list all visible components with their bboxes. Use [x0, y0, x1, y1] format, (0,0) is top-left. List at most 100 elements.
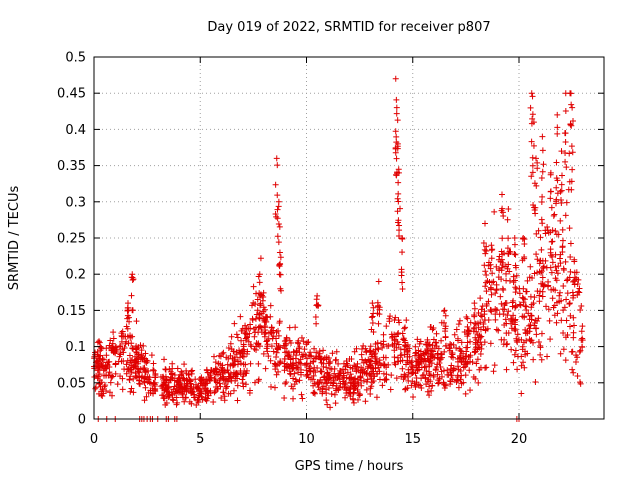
data-point [450, 366, 457, 373]
data-point [569, 104, 576, 111]
data-point [367, 364, 374, 371]
data-point [149, 389, 156, 396]
data-point [375, 320, 382, 327]
data-point [274, 162, 281, 169]
data-point [360, 377, 367, 384]
data-point [500, 341, 507, 348]
data-point [119, 333, 126, 340]
data-point [315, 302, 322, 309]
data-point [574, 280, 581, 287]
data-point [363, 386, 370, 393]
data-point [395, 190, 402, 197]
data-point [469, 359, 476, 366]
data-point [123, 370, 130, 377]
data-point [240, 383, 247, 390]
data-point [562, 212, 569, 219]
data-point [220, 349, 227, 356]
data-point [475, 379, 482, 386]
data-point [505, 261, 512, 268]
data-point [514, 366, 521, 373]
data-point [528, 173, 535, 180]
data-point [404, 341, 411, 348]
data-point [409, 357, 416, 364]
data-point [141, 379, 148, 386]
data-point [537, 257, 544, 264]
data-point [462, 358, 469, 365]
data-point [268, 383, 275, 390]
data-point [94, 351, 101, 358]
data-point [316, 386, 323, 393]
data-point [512, 251, 519, 258]
data-point [533, 182, 540, 189]
data-point [387, 386, 394, 393]
data-point [138, 347, 145, 354]
data-point [215, 360, 222, 367]
data-point [454, 372, 461, 379]
data-point [548, 238, 555, 245]
data-point [328, 390, 335, 397]
data-point [558, 172, 565, 179]
data-point [351, 362, 358, 369]
y-tick-label: 0.5 [65, 51, 86, 66]
data-point [360, 359, 367, 366]
data-point [316, 353, 323, 360]
data-point [526, 336, 533, 343]
data-point [126, 377, 133, 384]
data-point [572, 352, 579, 359]
data-point [537, 344, 544, 351]
data-point [567, 90, 573, 97]
data-point [423, 381, 430, 388]
data-point [297, 360, 304, 367]
data-point [392, 149, 399, 156]
data-points [91, 75, 586, 422]
data-point [174, 377, 181, 384]
data-point [310, 382, 317, 389]
data-point [252, 329, 259, 336]
data-point [157, 374, 164, 381]
data-point [553, 159, 560, 166]
data-point [372, 350, 379, 357]
data-point [539, 133, 546, 140]
data-point [174, 365, 181, 372]
data-point [493, 326, 500, 333]
data-point [562, 139, 569, 146]
data-point [143, 393, 150, 400]
data-point [455, 337, 462, 344]
data-point [262, 329, 269, 336]
data-point [270, 348, 277, 355]
data-point [539, 147, 546, 154]
data-point [491, 362, 498, 369]
data-point [125, 300, 131, 307]
data-point [115, 358, 122, 365]
data-point [495, 256, 502, 263]
data-point [365, 356, 372, 363]
data-point [404, 373, 411, 380]
data-point [567, 323, 574, 330]
data-point [394, 117, 401, 124]
data-point [130, 345, 137, 352]
data-point [547, 195, 554, 202]
data-point [276, 263, 283, 270]
data-point [522, 326, 529, 333]
data-point [380, 341, 387, 348]
data-point [529, 154, 536, 161]
data-point [292, 376, 299, 383]
data-point [422, 358, 429, 365]
data-point [569, 149, 576, 156]
data-point [299, 353, 306, 360]
data-point [532, 210, 539, 217]
data-point [195, 392, 202, 399]
data-point [291, 381, 298, 388]
data-point [265, 353, 272, 360]
data-point [513, 337, 520, 344]
data-point [551, 302, 558, 309]
data-point [363, 348, 370, 355]
data-point [414, 336, 421, 343]
data-point [364, 376, 371, 383]
data-point [161, 356, 168, 363]
data-point [533, 331, 540, 338]
data-point [492, 306, 499, 313]
data-point [464, 344, 471, 351]
data-point [395, 169, 402, 176]
data-point [522, 329, 529, 336]
